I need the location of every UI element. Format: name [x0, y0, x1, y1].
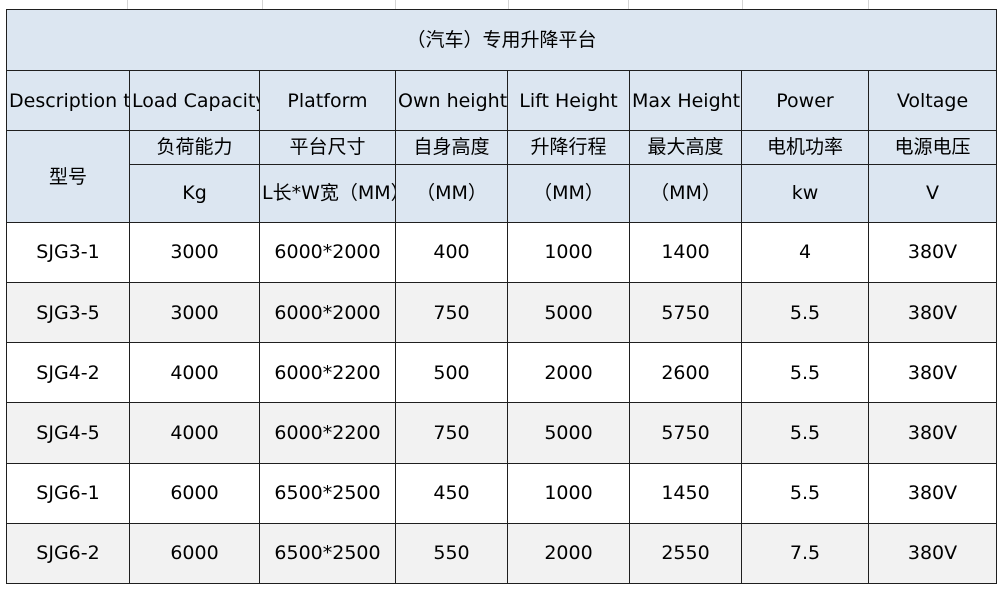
cell-model[interactable]: SJG3-1	[6, 221, 130, 283]
sheet-gridline	[508, 0, 509, 10]
cell-platform[interactable]: 6000*2200	[259, 402, 396, 464]
header-row-english: Description type Load Capacity Platform …	[6, 70, 998, 132]
cell-voltage[interactable]: 380V	[867, 402, 998, 464]
cell-voltage[interactable]: 380V	[867, 522, 998, 585]
cell-platform[interactable]: 6500*2500	[259, 462, 396, 524]
table-row: SJG6-1 6000 6500*2500 450 1000 1450 5.5 …	[6, 462, 998, 524]
cell-voltage[interactable]: 380V	[867, 281, 998, 344]
table-title[interactable]: （汽车）专用升降平台	[5, 8, 998, 72]
cell-lift-height[interactable]: 5000	[507, 402, 630, 464]
cell-load-capacity[interactable]: 3000	[129, 221, 260, 283]
unit-load-capacity[interactable]: Kg	[129, 163, 260, 223]
sheet-gridline	[868, 0, 869, 10]
table-row: SJG4-2 4000 6000*2200 500 2000 2600 5.5 …	[6, 342, 998, 404]
sheet-gridline	[628, 0, 629, 10]
cell-lift-height[interactable]: 5000	[507, 281, 630, 344]
cell-model[interactable]: SJG4-5	[6, 402, 130, 464]
cell-lift-height[interactable]: 1000	[507, 462, 630, 524]
cell-power[interactable]: 7.5	[741, 522, 869, 585]
cell-power[interactable]: 5.5	[741, 342, 869, 404]
cell-own-height[interactable]: 550	[395, 522, 508, 585]
cell-power[interactable]: 4	[741, 221, 869, 283]
cell-model[interactable]: SJG6-2	[6, 522, 130, 585]
unit-platform[interactable]: L长*W宽（MM）	[259, 163, 396, 223]
sheet-gridline	[395, 0, 396, 10]
header-power-zh[interactable]: 电机功率	[741, 130, 869, 165]
table-row: SJG4-5 4000 6000*2200 750 5000 5750 5.5 …	[6, 402, 998, 464]
cell-platform[interactable]: 6000*2000	[259, 221, 396, 283]
header-power[interactable]: Power	[741, 70, 869, 132]
sheet-gridline	[742, 0, 743, 10]
unit-lift-height[interactable]: （MM）	[507, 163, 630, 223]
cell-max-height[interactable]: 5750	[629, 402, 742, 464]
cell-voltage[interactable]: 380V	[867, 342, 998, 404]
cell-model[interactable]: SJG4-2	[6, 342, 130, 404]
cell-voltage[interactable]: 380V	[867, 462, 998, 524]
cell-own-height[interactable]: 400	[395, 221, 508, 283]
cell-max-height[interactable]: 2550	[629, 522, 742, 585]
header-max-height[interactable]: Max Height	[629, 70, 742, 132]
cell-platform[interactable]: 6000*2000	[259, 281, 396, 344]
unit-power[interactable]: kw	[741, 163, 869, 223]
header-load-capacity-zh[interactable]: 负荷能力	[129, 130, 260, 165]
cell-platform[interactable]: 6000*2200	[259, 342, 396, 404]
header-platform-zh[interactable]: 平台尺寸	[259, 130, 396, 165]
header-model-zh[interactable]: 型号	[6, 130, 130, 223]
cell-load-capacity[interactable]: 6000	[129, 462, 260, 524]
sheet-gridline	[127, 0, 128, 10]
header-voltage-zh[interactable]: 电源电压	[867, 130, 998, 165]
cell-model[interactable]: SJG3-5	[6, 281, 130, 344]
cell-max-height[interactable]: 1400	[629, 221, 742, 283]
sheet-gridline	[262, 0, 263, 10]
header-description-type[interactable]: Description type	[6, 70, 130, 132]
cell-own-height[interactable]: 750	[395, 281, 508, 344]
cell-platform[interactable]: 6500*2500	[259, 522, 396, 585]
header-row-chinese: 型号 负荷能力 平台尺寸 自身高度 升降行程 最大高度 电机功率 电源电压	[6, 130, 998, 223]
header-lift-height[interactable]: Lift Height	[507, 70, 630, 132]
cell-load-capacity[interactable]: 4000	[129, 402, 260, 464]
header-max-height-zh[interactable]: 最大高度	[629, 130, 742, 165]
header-voltage[interactable]: Voltage	[867, 70, 998, 132]
header-own-height-zh[interactable]: 自身高度	[395, 130, 508, 165]
unit-voltage[interactable]: V	[867, 163, 998, 223]
cell-power[interactable]: 5.5	[741, 281, 869, 344]
header-lift-height-zh[interactable]: 升降行程	[507, 130, 630, 165]
header-load-capacity[interactable]: Load Capacity	[129, 70, 260, 132]
cell-max-height[interactable]: 1450	[629, 462, 742, 524]
header-platform[interactable]: Platform	[259, 70, 396, 132]
cell-max-height[interactable]: 5750	[629, 281, 742, 344]
table-row: SJG6-2 6000 6500*2500 550 2000 2550 7.5 …	[6, 522, 998, 585]
cell-voltage[interactable]: 380V	[867, 221, 998, 283]
unit-max-height[interactable]: （MM）	[629, 163, 742, 223]
cell-lift-height[interactable]: 2000	[507, 342, 630, 404]
table-row: SJG3-1 3000 6000*2000 400 1000 1400 4 38…	[6, 221, 998, 283]
cell-load-capacity[interactable]: 3000	[129, 281, 260, 344]
header-own-height[interactable]: Own height	[395, 70, 508, 132]
cell-max-height[interactable]: 2600	[629, 342, 742, 404]
cell-lift-height[interactable]: 2000	[507, 522, 630, 585]
unit-own-height[interactable]: （MM）	[395, 163, 508, 223]
cell-own-height[interactable]: 450	[395, 462, 508, 524]
cell-power[interactable]: 5.5	[741, 402, 869, 464]
header-row-units: Kg L长*W宽（MM） （MM） （MM） （MM） kw V	[7, 163, 998, 223]
cell-load-capacity[interactable]: 6000	[129, 522, 260, 585]
cell-own-height[interactable]: 500	[395, 342, 508, 404]
cell-lift-height[interactable]: 1000	[507, 221, 630, 283]
cell-own-height[interactable]: 750	[395, 402, 508, 464]
spec-table: （汽车）专用升降平台 Description type Load Capacit…	[5, 8, 998, 585]
cell-load-capacity[interactable]: 4000	[129, 342, 260, 404]
table-row: SJG3-5 3000 6000*2000 750 5000 5750 5.5 …	[6, 281, 998, 344]
title-row: （汽车）专用升降平台	[5, 8, 998, 72]
cell-model[interactable]: SJG6-1	[6, 462, 130, 524]
cell-power[interactable]: 5.5	[741, 462, 869, 524]
